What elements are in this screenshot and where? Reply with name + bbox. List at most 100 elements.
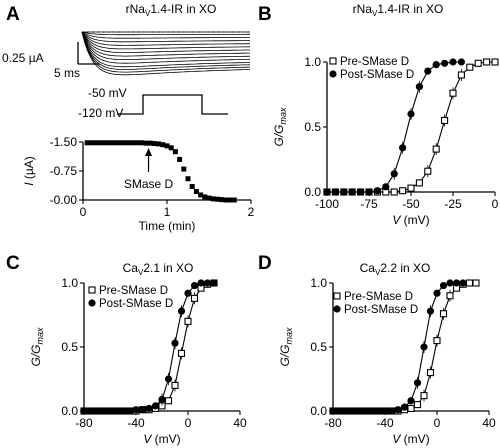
panel-d-title: CaV2.2 in XO xyxy=(360,261,431,277)
current-trace xyxy=(81,31,250,57)
data-point-post xyxy=(210,279,218,287)
data-point xyxy=(156,141,162,147)
data-point xyxy=(122,140,128,146)
data-point xyxy=(84,140,90,146)
chart-d-gv: -80 -40 0 40 0.0 0.5 1.0 G/Gmax V (mV) Pre-SMase … xyxy=(278,276,496,446)
current-trace xyxy=(81,31,251,70)
data-point-pre xyxy=(441,116,449,125)
legend-label-post: Post-SMase D xyxy=(99,298,173,310)
data-point-post xyxy=(432,61,440,69)
data-point-post xyxy=(348,188,356,196)
protocol-test-label: -50 mV xyxy=(88,86,127,100)
panel-b-title: rNaV1.4-IR in XO xyxy=(353,2,444,18)
data-point-post xyxy=(457,58,465,66)
data-point xyxy=(147,140,153,146)
x-tick-label: 0 xyxy=(492,197,499,211)
data-point xyxy=(185,176,191,182)
voltage-protocol: -50 mV -120 mV xyxy=(78,86,228,120)
data-point xyxy=(223,197,229,203)
data-point-post xyxy=(368,407,376,415)
current-traces: 0.25 µA 5 ms xyxy=(2,31,251,80)
data-point-pre xyxy=(466,63,474,71)
data-point-pre xyxy=(415,179,423,187)
data-point-pre xyxy=(407,184,415,192)
x-axis-label: V (mV) xyxy=(143,432,180,446)
data-point-post xyxy=(138,406,147,414)
annotation-label: SMase D xyxy=(124,177,174,191)
data-point xyxy=(198,192,204,198)
scale-time-label: 5 ms xyxy=(54,66,80,80)
data-point-pre xyxy=(446,292,454,300)
data-point-post xyxy=(203,279,212,287)
chart-c-gv: -80 -40 0 40 0.0 0.5 1.0 G/Gmax V (mV) Pre-SMase … xyxy=(29,276,247,446)
data-point xyxy=(177,156,183,162)
data-point xyxy=(93,140,99,146)
y-tick-label: 1.0 xyxy=(310,276,327,290)
data-point-post xyxy=(374,407,383,415)
data-point-post xyxy=(407,397,415,405)
data-point-pre xyxy=(190,294,199,302)
data-point-post xyxy=(381,407,389,415)
data-point-post xyxy=(399,144,407,152)
data-point xyxy=(210,196,216,202)
current-trace xyxy=(81,31,251,50)
data-point xyxy=(202,194,208,200)
fit-line-pre xyxy=(327,61,495,193)
x-axis-label: V (mV) xyxy=(392,213,429,227)
data-point-pre xyxy=(483,58,491,66)
y-tick-label: -1.50 xyxy=(50,135,78,149)
current-trace xyxy=(81,31,250,68)
data-point xyxy=(118,140,124,146)
panel-letter-a: A xyxy=(6,4,20,25)
current-trace xyxy=(81,31,251,60)
data-point-post xyxy=(340,188,348,196)
x-tick-label: -50 xyxy=(402,197,420,211)
data-point xyxy=(181,166,187,172)
data-point-post xyxy=(335,407,344,415)
data-point-post xyxy=(171,339,179,347)
data-point xyxy=(105,140,111,146)
data-point-pre xyxy=(420,392,428,400)
data-point-post xyxy=(426,307,435,315)
data-point-pre xyxy=(491,58,499,66)
current-trace xyxy=(81,31,250,36)
data-point xyxy=(219,197,225,203)
data-point xyxy=(143,140,149,146)
data-point-post xyxy=(348,407,357,415)
data-point-post xyxy=(119,407,127,415)
panel-a-title: rNaV1.4-IR in XO xyxy=(126,2,217,18)
trace-family xyxy=(81,31,251,76)
data-point-post xyxy=(342,407,350,415)
chart-b-gv: -100 -75 -50 -25 0 0.0 0.5 1.0 G/Gmax V (mV) Pre-S… xyxy=(272,55,499,227)
data-point-pre xyxy=(474,59,482,67)
data-point-post xyxy=(441,59,449,67)
data-point-post xyxy=(323,188,331,196)
data-point xyxy=(214,196,220,202)
data-point-post xyxy=(158,395,166,404)
current-trace xyxy=(81,31,251,64)
data-point-post xyxy=(413,379,422,387)
legend-marker-pre xyxy=(88,286,96,294)
data-point-pre xyxy=(171,381,179,389)
protocol-hold-label: -120 mV xyxy=(78,106,123,120)
data-point-post xyxy=(439,281,448,290)
data-point-post xyxy=(99,407,108,415)
data-point-post xyxy=(197,279,205,287)
legend-marker-post xyxy=(88,299,96,307)
data-point-pre xyxy=(432,145,440,153)
data-point-post xyxy=(415,83,423,91)
data-point xyxy=(126,140,132,146)
data-point xyxy=(97,140,103,146)
data-point xyxy=(172,149,178,155)
data-point-post xyxy=(387,407,396,415)
y-tick-label: -0.00 xyxy=(50,193,78,207)
y-tick-label: 1.0 xyxy=(61,276,78,290)
data-point-post xyxy=(433,289,441,297)
current-trace xyxy=(81,31,250,46)
legend-label-pre: Pre-SMase D xyxy=(340,56,409,68)
x-tick-label: -25 xyxy=(444,197,462,211)
data-point xyxy=(231,197,237,203)
data-point xyxy=(227,197,233,203)
